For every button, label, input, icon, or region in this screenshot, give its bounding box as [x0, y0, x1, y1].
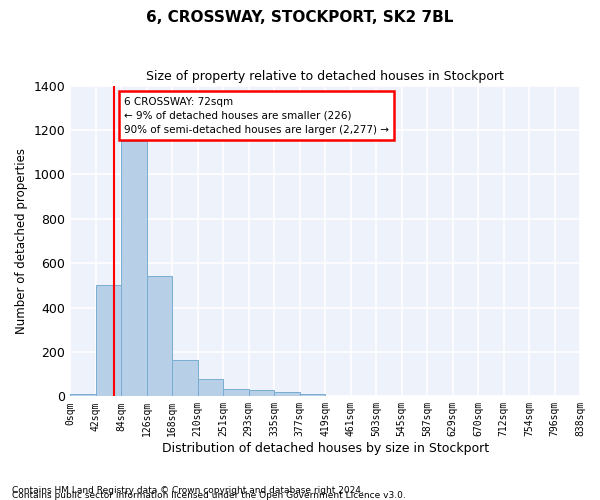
- Y-axis label: Number of detached properties: Number of detached properties: [15, 148, 28, 334]
- Bar: [248, 390, 274, 396]
- Bar: [172, 360, 198, 397]
- Bar: [223, 389, 248, 396]
- Text: 6 CROSSWAY: 72sqm
← 9% of detached houses are smaller (226)
90% of semi-detached: 6 CROSSWAY: 72sqm ← 9% of detached house…: [124, 96, 389, 134]
- Bar: [299, 394, 325, 396]
- Bar: [147, 276, 172, 396]
- Title: Size of property relative to detached houses in Stockport: Size of property relative to detached ho…: [146, 70, 504, 83]
- Bar: [70, 394, 96, 396]
- Bar: [96, 286, 121, 397]
- Text: Contains public sector information licensed under the Open Government Licence v3: Contains public sector information licen…: [12, 491, 406, 500]
- Text: Contains HM Land Registry data © Crown copyright and database right 2024.: Contains HM Land Registry data © Crown c…: [12, 486, 364, 495]
- Bar: [121, 141, 147, 397]
- X-axis label: Distribution of detached houses by size in Stockport: Distribution of detached houses by size …: [161, 442, 489, 455]
- Bar: [274, 392, 299, 396]
- Text: 6, CROSSWAY, STOCKPORT, SK2 7BL: 6, CROSSWAY, STOCKPORT, SK2 7BL: [146, 10, 454, 25]
- Bar: [198, 378, 223, 396]
